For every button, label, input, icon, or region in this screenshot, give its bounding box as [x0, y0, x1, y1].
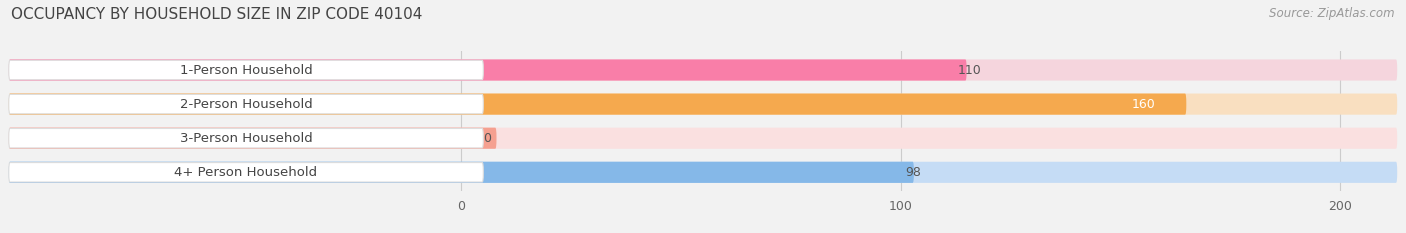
- Text: 3-Person Household: 3-Person Household: [180, 132, 312, 145]
- FancyBboxPatch shape: [8, 60, 484, 80]
- FancyBboxPatch shape: [8, 59, 967, 81]
- Text: 98: 98: [905, 166, 921, 179]
- FancyBboxPatch shape: [8, 128, 496, 149]
- FancyBboxPatch shape: [8, 93, 1398, 115]
- Text: OCCUPANCY BY HOUSEHOLD SIZE IN ZIP CODE 40104: OCCUPANCY BY HOUSEHOLD SIZE IN ZIP CODE …: [11, 7, 423, 22]
- Text: 4+ Person Household: 4+ Person Household: [174, 166, 318, 179]
- FancyBboxPatch shape: [8, 94, 484, 114]
- Text: 1-Person Household: 1-Person Household: [180, 64, 312, 76]
- FancyBboxPatch shape: [8, 128, 1398, 149]
- Text: 2-Person Household: 2-Person Household: [180, 98, 312, 111]
- Text: 0: 0: [484, 132, 491, 145]
- FancyBboxPatch shape: [8, 128, 484, 148]
- FancyBboxPatch shape: [8, 162, 1398, 183]
- FancyBboxPatch shape: [8, 162, 914, 183]
- Text: 110: 110: [957, 64, 981, 76]
- Text: 160: 160: [1132, 98, 1156, 111]
- FancyBboxPatch shape: [8, 163, 484, 182]
- FancyBboxPatch shape: [8, 59, 1398, 81]
- Text: Source: ZipAtlas.com: Source: ZipAtlas.com: [1270, 7, 1395, 20]
- FancyBboxPatch shape: [8, 93, 1187, 115]
